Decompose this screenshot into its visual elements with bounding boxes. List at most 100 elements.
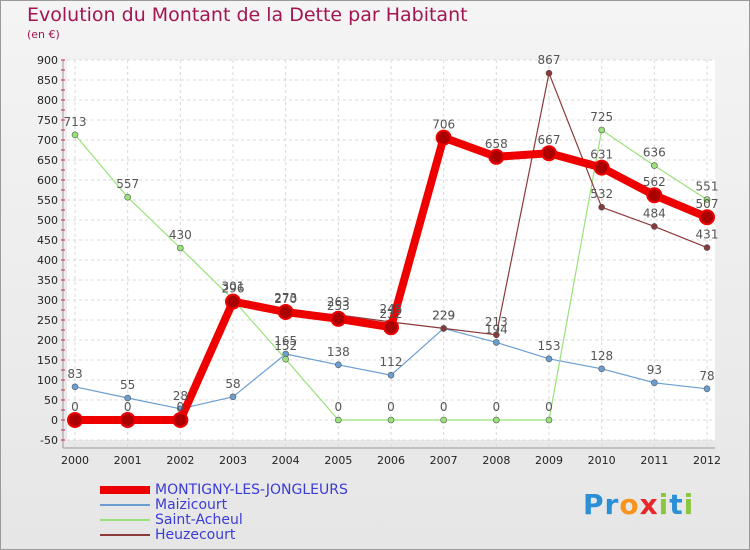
data-point <box>124 394 131 402</box>
data-point <box>598 365 605 373</box>
legend-swatch <box>100 534 150 536</box>
x-tick-label: 2004 <box>272 454 300 467</box>
y-tick-label: 150 <box>37 354 58 367</box>
data-label: 229 <box>432 308 455 322</box>
data-label: 0 <box>493 400 501 414</box>
data-point <box>67 412 83 428</box>
data-point <box>493 339 500 346</box>
data-label: 0 <box>545 400 553 414</box>
data-point <box>440 325 447 332</box>
y-tick-label: 100 <box>37 374 58 387</box>
data-label: 83 <box>67 367 82 381</box>
data-label: 153 <box>538 339 561 353</box>
data-point <box>387 416 395 424</box>
data-label: 631 <box>590 148 613 162</box>
y-tick-label: 850 <box>37 74 58 87</box>
y-tick-label: 700 <box>37 134 58 147</box>
data-label: 152 <box>274 339 297 353</box>
legend-swatch <box>100 519 150 521</box>
data-point <box>282 355 289 363</box>
data-point <box>335 416 342 424</box>
data-label: 253 <box>327 299 350 313</box>
logo-letter: P <box>583 488 605 521</box>
x-tick-label: 2007 <box>430 454 458 467</box>
y-tick-label: 400 <box>37 254 58 267</box>
legend-swatch <box>100 486 150 494</box>
data-label: 430 <box>169 228 192 242</box>
data-point <box>71 131 79 139</box>
data-point <box>541 145 557 162</box>
data-label: 562 <box>643 175 666 189</box>
y-tick-label: 450 <box>37 234 58 247</box>
data-label: 658 <box>485 137 508 151</box>
data-label: 706 <box>432 118 455 132</box>
logo-letter: t <box>669 488 684 521</box>
data-label: 270 <box>274 292 297 306</box>
data-point <box>651 379 658 387</box>
data-point <box>71 383 79 391</box>
x-tick-label: 2012 <box>693 454 721 467</box>
logo-letter: x <box>639 488 659 521</box>
data-label: 0 <box>335 400 343 414</box>
data-label: 165 <box>274 334 297 348</box>
data-label: 0 <box>440 400 448 414</box>
y-tick-label: 500 <box>37 214 58 227</box>
x-tick-label: 2005 <box>324 454 352 467</box>
chart-subtitle: (en €) <box>27 28 60 41</box>
data-label: 0 <box>387 400 395 414</box>
legend-label: Heuzecourt <box>155 527 236 543</box>
data-label: 28 <box>173 389 188 403</box>
data-point <box>172 412 189 428</box>
legend-label: MONTIGNY-LES-JONGLEURS <box>155 482 348 498</box>
data-point <box>699 209 715 226</box>
data-label: 138 <box>327 345 350 359</box>
y-tick-label: 800 <box>37 94 58 107</box>
y-tick-label: 50 <box>44 394 58 407</box>
logo-letter: r <box>604 488 620 521</box>
data-point <box>545 416 553 424</box>
x-tick-label: 2010 <box>588 454 616 467</box>
data-point <box>651 223 658 230</box>
data-point <box>177 244 184 252</box>
data-point <box>119 412 136 428</box>
data-point <box>330 310 347 327</box>
data-point <box>598 203 605 211</box>
x-tick-label: 2009 <box>535 454 563 467</box>
y-tick-label: -50 <box>40 434 58 447</box>
data-point <box>646 187 663 204</box>
data-label: 213 <box>485 315 508 329</box>
data-point <box>225 293 241 310</box>
data-label: 667 <box>538 133 561 147</box>
data-label: 557 <box>116 177 139 191</box>
data-point <box>703 244 711 251</box>
legend-label: Maizicourt <box>155 497 228 513</box>
data-point <box>387 371 395 379</box>
x-tick-label: 2011 <box>640 454 668 467</box>
data-label: 0 <box>71 400 79 414</box>
legend-label: Saint-Acheul <box>155 512 243 528</box>
data-label: 0 <box>124 400 132 414</box>
data-label: 301 <box>222 280 245 294</box>
data-point <box>435 129 452 146</box>
data-label: 551 <box>696 180 719 194</box>
x-tick-label: 2000 <box>61 454 89 467</box>
legend-swatch <box>100 504 150 506</box>
y-tick-label: 750 <box>37 114 58 127</box>
data-label: 867 <box>538 53 561 67</box>
data-point <box>229 393 237 401</box>
data-point <box>124 193 131 201</box>
y-tick-label: 300 <box>37 294 58 307</box>
data-label: 232 <box>380 307 403 321</box>
y-tick-label: 550 <box>37 194 58 207</box>
data-label: 93 <box>647 363 662 377</box>
data-point <box>383 319 399 336</box>
data-label: 484 <box>643 206 666 220</box>
data-label: 78 <box>699 369 714 383</box>
data-label: 55 <box>120 378 135 392</box>
data-label: 713 <box>64 115 87 129</box>
data-label: 296 <box>222 282 245 296</box>
data-point <box>703 196 711 203</box>
logo-letter: i <box>683 488 695 521</box>
y-tick-label: 200 <box>37 334 58 347</box>
